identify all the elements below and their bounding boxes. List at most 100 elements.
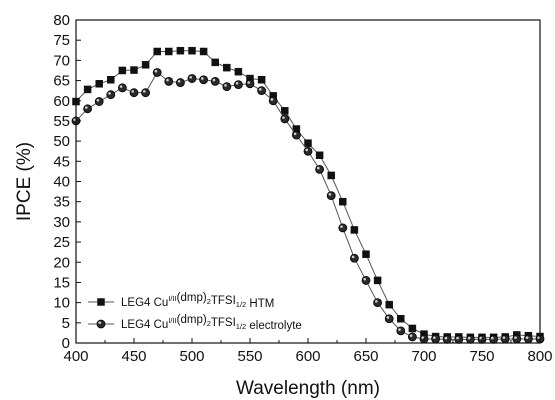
data-point	[211, 58, 219, 67]
data-point	[500, 334, 510, 344]
data-point-highlight	[305, 148, 309, 152]
data-point-highlight	[201, 77, 204, 80]
data-point	[95, 80, 103, 88]
data-point-highlight	[177, 79, 181, 83]
data-point	[315, 151, 324, 160]
data-point	[361, 276, 371, 285]
y-tick-label: 10	[53, 295, 70, 312]
data-point	[257, 76, 266, 84]
data-point	[385, 300, 393, 309]
y-tick-label: 60	[53, 93, 70, 110]
data-point	[130, 66, 138, 74]
data-point	[164, 76, 174, 86]
legend-text-part: TFSI	[211, 295, 236, 307]
x-axis-title: Wavelength (nm)	[236, 378, 380, 399]
data-point	[326, 191, 336, 201]
data-point	[83, 104, 92, 114]
data-point	[223, 63, 231, 72]
data-point	[408, 324, 417, 333]
y-tick-label: 35	[53, 194, 70, 211]
data-point	[165, 47, 173, 56]
data-point-highlight	[189, 75, 192, 79]
data-point-highlight	[525, 336, 529, 339]
data-point-highlight	[467, 336, 471, 340]
data-point	[188, 46, 196, 55]
legend-marker	[97, 298, 105, 306]
data-point-highlight	[421, 336, 425, 339]
data-point-highlight	[456, 336, 459, 340]
legend-text-part: (dmp)	[177, 292, 207, 304]
legend-text-part: TFSI	[211, 317, 236, 329]
y-tick-label: 15	[53, 274, 70, 291]
data-point-highlight	[444, 336, 448, 340]
data-point-highlight	[537, 336, 540, 339]
legend-text-part: LEG4 Cu	[121, 297, 168, 309]
legend-entry: LEG4 CuI/II(dmp)2TFSI1/2 HTM	[88, 292, 274, 310]
data-point	[327, 171, 335, 180]
x-tick-label: 650	[353, 348, 378, 365]
data-point-highlight	[119, 85, 123, 88]
x-tick-label: 500	[179, 348, 204, 365]
data-point-highlight	[270, 98, 274, 101]
x-tick-label: 800	[527, 348, 552, 365]
y-tick-label: 65	[53, 73, 70, 90]
y-tick-label: 70	[53, 52, 70, 69]
y-tick-label: 30	[53, 214, 70, 231]
data-point	[465, 334, 475, 344]
data-point	[338, 223, 348, 233]
data-point-highlight	[154, 69, 158, 73]
x-tick-label: 550	[237, 348, 262, 365]
data-point-highlight	[235, 82, 239, 85]
data-point	[315, 164, 325, 174]
y-tick-label: 55	[53, 113, 70, 130]
data-point-highlight	[514, 336, 517, 339]
data-point	[280, 114, 290, 124]
data-point-highlight	[317, 166, 320, 170]
data-point-highlight	[409, 334, 413, 337]
data-point-highlight	[282, 116, 285, 119]
legend-marker-highlight	[98, 321, 101, 325]
data-point	[153, 47, 161, 56]
data-point-highlight	[340, 225, 343, 228]
data-point	[373, 276, 382, 285]
y-tick-label: 5	[62, 315, 70, 332]
data-point	[234, 67, 243, 76]
x-tick-label: 750	[469, 348, 494, 365]
y-tick-label: 40	[53, 174, 70, 191]
data-point	[233, 80, 243, 89]
data-point	[118, 83, 127, 93]
data-point-highlight	[108, 92, 111, 95]
legend-text-part: HTM	[246, 298, 274, 310]
data-point	[303, 146, 313, 156]
data-point	[268, 96, 278, 106]
data-point-highlight	[386, 316, 390, 319]
data-point-highlight	[224, 84, 227, 87]
data-point-highlight	[96, 98, 100, 102]
data-point	[396, 326, 406, 336]
series-layer	[71, 46, 545, 344]
data-point-highlight	[212, 78, 216, 82]
legend-entry: LEG4 CuI/II(dmp)2TFSI1/2 electrolyte	[88, 314, 302, 332]
data-point	[291, 130, 301, 140]
data-point	[489, 334, 499, 344]
legend-marker	[96, 319, 106, 329]
data-point	[152, 68, 162, 77]
data-point	[187, 74, 197, 83]
legend-text-part: electrolyte	[246, 320, 302, 332]
data-point	[524, 334, 533, 344]
data-point-highlight	[479, 336, 483, 340]
data-point-highlight	[351, 255, 355, 259]
legend-subscript: 1/2	[236, 300, 246, 309]
data-point-highlight	[293, 132, 297, 136]
data-point	[349, 253, 359, 263]
legend: LEG4 CuI/II(dmp)2TFSI1/2 HTM LEG4 CuI/II(…	[88, 292, 302, 332]
data-point	[210, 76, 220, 86]
y-tick-label: 75	[53, 32, 70, 49]
data-point	[362, 250, 370, 258]
data-point-highlight	[502, 336, 506, 339]
y-tick-label: 45	[53, 153, 70, 170]
data-point	[118, 66, 127, 75]
legend-label: LEG4 CuI/II(dmp)2TFSI1/2 HTM	[121, 292, 274, 310]
y-axis-title: IPCE (%)	[14, 142, 35, 221]
data-point-highlight	[166, 78, 169, 82]
